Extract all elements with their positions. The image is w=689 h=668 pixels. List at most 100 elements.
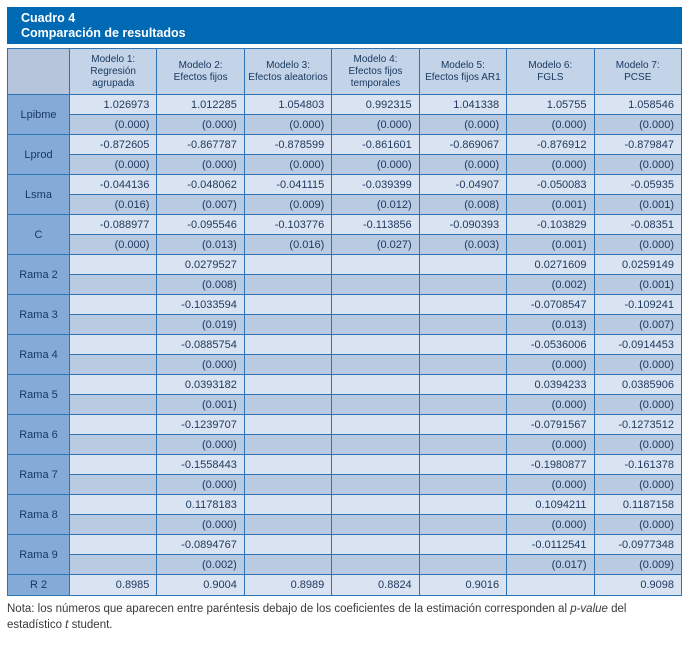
cell-coefficient: -0.0536006 xyxy=(506,334,595,355)
footnote-pvalue-term: p-value xyxy=(570,603,608,615)
row-label: Rama 8 xyxy=(7,494,70,535)
cell-pvalue xyxy=(331,514,420,535)
cell-pvalue: (0.001) xyxy=(593,274,683,295)
cell-pvalue xyxy=(331,354,420,375)
row-label: Lpibme xyxy=(7,94,70,135)
cell-pvalue xyxy=(331,434,420,455)
cell-pvalue: (0.000) xyxy=(593,514,683,535)
cell-coefficient: 0.1187158 xyxy=(593,494,683,515)
table-row: (0.000) (0.000) (0.000) xyxy=(8,434,683,455)
column-header: Modelo 4: Efectos fijos temporales xyxy=(331,48,420,95)
table-title: Comparación de resultados xyxy=(21,25,186,40)
table-row: (0.019) (0.013) (0.007) xyxy=(8,314,683,335)
cell-coefficient xyxy=(68,254,158,275)
cell-coefficient xyxy=(418,254,508,275)
cell-coefficient: -0.0885754 xyxy=(156,334,245,355)
cell-coefficient xyxy=(243,414,333,435)
cell-pvalue: (0.009) xyxy=(593,554,683,575)
cell-coefficient xyxy=(68,494,158,515)
cell-r2-value: 0.9004 xyxy=(156,574,245,596)
table-row: (0.016) (0.007) (0.009) (0.012) (0.008) (0.00… xyxy=(8,194,683,215)
row-label: Rama 5 xyxy=(7,374,70,415)
cell-coefficient: -0.113856 xyxy=(331,214,420,235)
cell-coefficient: -0.08351 xyxy=(593,214,683,235)
cell-coefficient: 0.0393182 xyxy=(156,374,245,395)
row-label: Rama 7 xyxy=(7,454,70,495)
table-row: Rama 8 0.1178183 0.1094211 0.1187158 xyxy=(7,494,683,535)
cell-coefficient: -0.879847 xyxy=(593,134,683,155)
cell-pvalue: (0.009) xyxy=(243,194,333,215)
cell-pvalue: (0.000) xyxy=(418,154,508,175)
cell-pvalue: (0.000) xyxy=(68,234,158,255)
cell-coefficient xyxy=(418,414,508,435)
cell-coefficient: 0.0394233 xyxy=(506,374,595,395)
cell-coefficient: 1.05755 xyxy=(506,94,595,115)
cell-pvalue: (0.000) xyxy=(593,354,683,375)
table-row: Rama 5 0.0393182 0.0394233 0.0385906 xyxy=(7,374,683,415)
table-row: (0.000) (0.000) (0.000) xyxy=(8,354,683,375)
footnote-text-2: del estadístico xyxy=(7,603,627,631)
cell-pvalue xyxy=(331,554,420,575)
cell-coefficient: -0.088977 xyxy=(68,214,158,235)
cell-coefficient: 0.992315 xyxy=(331,94,420,115)
cell-coefficient: -0.048062 xyxy=(156,174,245,195)
cell-coefficient xyxy=(331,494,420,515)
cell-coefficient: -0.041115 xyxy=(243,174,333,195)
cell-coefficient: -0.1980877 xyxy=(506,454,595,475)
row-label: Rama 2 xyxy=(7,254,70,295)
cell-pvalue: (0.000) xyxy=(68,154,158,175)
cell-pvalue: (0.000) xyxy=(243,114,333,135)
cell-pvalue: (0.000) xyxy=(593,154,683,175)
cell-coefficient xyxy=(243,374,333,395)
page: Cuadro 4 Comparación de resultados Model… xyxy=(7,7,683,633)
cell-pvalue: (0.001) xyxy=(593,194,683,215)
cell-coefficient xyxy=(331,454,420,475)
footnote-text-3: student. xyxy=(68,619,113,631)
table-row: Rama 7 -0.1558443 -0.1980877 -0.161378 xyxy=(7,454,683,495)
cell-coefficient: -0.1033594 xyxy=(156,294,245,315)
cell-coefficient xyxy=(418,454,508,475)
cell-coefficient xyxy=(68,454,158,475)
cell-coefficient: -0.869067 xyxy=(418,134,508,155)
table-row: Lpibme 1.026973 1.012285 1.054803 0.992315 1.… xyxy=(7,94,683,135)
cell-pvalue xyxy=(68,314,158,335)
cell-coefficient: -0.050083 xyxy=(506,174,595,195)
cell-pvalue xyxy=(418,514,508,535)
cell-pvalue: (0.000) xyxy=(156,434,245,455)
cell-pvalue: (0.000) xyxy=(506,154,595,175)
cell-pvalue xyxy=(68,554,158,575)
cell-pvalue xyxy=(68,434,158,455)
table-footnote: Nota: los números que aparecen entre par… xyxy=(7,601,682,633)
cell-coefficient xyxy=(331,414,420,435)
cell-pvalue xyxy=(243,514,333,535)
cell-coefficient: -0.878599 xyxy=(243,134,333,155)
cell-pvalue: (0.000) xyxy=(506,354,595,375)
cell-coefficient xyxy=(418,374,508,395)
column-header: Modelo 5: Efectos fijos AR1 xyxy=(418,48,508,95)
row-label: Rama 6 xyxy=(7,414,70,455)
cell-coefficient: 1.058546 xyxy=(593,94,683,115)
cell-pvalue xyxy=(331,274,420,295)
cell-pvalue: (0.000) xyxy=(156,514,245,535)
column-header: Modelo 2: Efectos fijos xyxy=(156,48,245,95)
table-row: C -0.088977 -0.095546 -0.103776 -0.113856 -0.… xyxy=(7,214,683,255)
table-number: Cuadro 4 xyxy=(21,11,76,25)
cell-pvalue xyxy=(418,314,508,335)
table-row: Rama 3 -0.1033594 -0.0708547 -0.109241 xyxy=(7,294,683,335)
cell-pvalue: (0.012) xyxy=(331,194,420,215)
cell-coefficient xyxy=(68,374,158,395)
cell-pvalue: (0.000) xyxy=(506,514,595,535)
cell-r2-value: 0.8985 xyxy=(68,574,158,596)
cell-pvalue xyxy=(68,394,158,415)
table-row: Rama 2 0.0279527 0.0271609 0.0259149 xyxy=(7,254,683,295)
cell-pvalue: (0.000) xyxy=(506,474,595,495)
cell-pvalue: (0.000) xyxy=(593,234,683,255)
cell-pvalue: (0.017) xyxy=(506,554,595,575)
footnote-t-term: t xyxy=(65,619,69,631)
table-row: (0.001) (0.000) (0.000) xyxy=(8,394,683,415)
cell-coefficient xyxy=(243,454,333,475)
cell-coefficient xyxy=(68,334,158,355)
cell-coefficient: -0.090393 xyxy=(418,214,508,235)
cell-pvalue: (0.000) xyxy=(506,394,595,415)
cell-coefficient xyxy=(331,534,420,555)
